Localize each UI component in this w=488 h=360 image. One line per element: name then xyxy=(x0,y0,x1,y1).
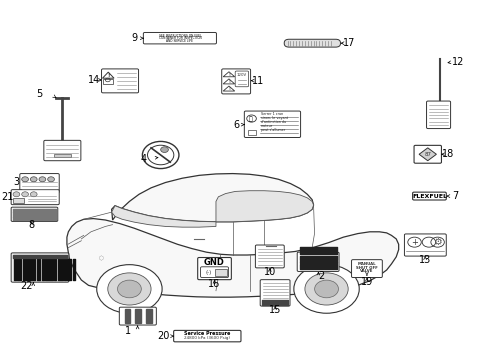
Circle shape xyxy=(314,280,338,298)
Bar xyxy=(54,154,71,157)
Text: !: ! xyxy=(227,80,229,84)
Text: 9: 9 xyxy=(131,33,137,43)
FancyBboxPatch shape xyxy=(235,71,248,87)
Circle shape xyxy=(21,177,28,182)
Text: 87: 87 xyxy=(424,152,430,157)
FancyBboxPatch shape xyxy=(44,140,81,161)
Text: sinon, le voyant: sinon, le voyant xyxy=(260,116,287,120)
FancyBboxPatch shape xyxy=(20,174,59,193)
Circle shape xyxy=(39,177,46,182)
Text: 18: 18 xyxy=(441,149,453,159)
Circle shape xyxy=(305,273,347,305)
FancyBboxPatch shape xyxy=(412,192,446,200)
FancyBboxPatch shape xyxy=(351,260,382,278)
Text: Serrer 1 cran: Serrer 1 cran xyxy=(260,112,283,116)
FancyBboxPatch shape xyxy=(297,252,338,271)
Text: 10: 10 xyxy=(263,267,275,277)
Bar xyxy=(215,269,226,276)
FancyBboxPatch shape xyxy=(11,190,59,204)
Text: moteur: moteur xyxy=(260,124,272,128)
Polygon shape xyxy=(111,174,313,222)
Bar xyxy=(13,198,23,203)
FancyBboxPatch shape xyxy=(173,330,241,342)
Text: 24800 kPa (3600 Psig): 24800 kPa (3600 Psig) xyxy=(184,336,230,340)
Text: 7: 7 xyxy=(451,191,457,201)
FancyBboxPatch shape xyxy=(260,280,289,306)
Text: 11: 11 xyxy=(251,76,264,86)
FancyBboxPatch shape xyxy=(413,145,441,163)
Polygon shape xyxy=(145,309,151,323)
FancyBboxPatch shape xyxy=(119,307,156,325)
Text: 120V: 120V xyxy=(236,73,246,77)
Text: 8: 8 xyxy=(29,220,35,230)
Circle shape xyxy=(48,177,54,182)
Text: (-): (-) xyxy=(205,270,211,275)
Circle shape xyxy=(21,192,28,197)
Text: d'antinotion du: d'antinotion du xyxy=(260,120,285,124)
Text: 14: 14 xyxy=(88,75,100,85)
Circle shape xyxy=(142,141,179,168)
Text: 15: 15 xyxy=(268,305,281,315)
Text: ⬡: ⬡ xyxy=(98,257,103,262)
Text: 5: 5 xyxy=(36,89,42,99)
Circle shape xyxy=(30,177,37,182)
Text: SEE INSTRUCTIONS ON FUEL: SEE INSTRUCTIONS ON FUEL xyxy=(158,34,201,38)
FancyBboxPatch shape xyxy=(255,245,284,268)
FancyBboxPatch shape xyxy=(404,234,446,256)
FancyBboxPatch shape xyxy=(284,39,340,47)
FancyBboxPatch shape xyxy=(197,257,231,280)
Text: MANUAL: MANUAL xyxy=(357,262,375,266)
Text: !: ! xyxy=(107,73,109,78)
Bar xyxy=(103,79,112,84)
Circle shape xyxy=(107,273,151,305)
Text: VALVE: VALVE xyxy=(360,269,373,274)
FancyBboxPatch shape xyxy=(143,32,216,44)
Text: 17: 17 xyxy=(342,38,355,48)
Text: 20: 20 xyxy=(157,331,169,341)
Text: ⛽: ⛽ xyxy=(249,116,252,122)
FancyBboxPatch shape xyxy=(221,69,250,94)
Text: 22: 22 xyxy=(20,281,32,291)
FancyBboxPatch shape xyxy=(11,253,69,282)
FancyBboxPatch shape xyxy=(426,101,449,129)
Text: AND SERVICE LIFE: AND SERVICE LIFE xyxy=(166,39,193,43)
FancyBboxPatch shape xyxy=(102,69,138,93)
Text: !: ! xyxy=(227,73,229,77)
Text: +: + xyxy=(410,238,417,247)
Text: 12: 12 xyxy=(451,57,463,67)
Text: ⚙: ⚙ xyxy=(432,237,441,247)
Text: GND: GND xyxy=(203,258,224,267)
Text: 2: 2 xyxy=(318,271,324,281)
Polygon shape xyxy=(418,148,435,161)
FancyBboxPatch shape xyxy=(11,207,58,221)
Text: peut s'allumer: peut s'allumer xyxy=(260,128,285,132)
Circle shape xyxy=(13,192,20,197)
Circle shape xyxy=(117,280,141,298)
Text: 4: 4 xyxy=(141,154,146,164)
Polygon shape xyxy=(135,309,141,323)
Polygon shape xyxy=(111,206,216,227)
Circle shape xyxy=(161,147,168,153)
Circle shape xyxy=(97,265,162,313)
Text: 19: 19 xyxy=(360,277,372,287)
FancyBboxPatch shape xyxy=(244,111,300,138)
Polygon shape xyxy=(216,191,313,222)
Polygon shape xyxy=(67,219,398,297)
FancyBboxPatch shape xyxy=(200,267,228,278)
Text: FLEXFUEL: FLEXFUEL xyxy=(411,194,446,199)
Circle shape xyxy=(293,265,359,313)
Text: Service Pressure: Service Pressure xyxy=(184,332,230,337)
Text: 13: 13 xyxy=(418,255,430,265)
Text: 16: 16 xyxy=(208,279,220,289)
Bar xyxy=(247,130,256,135)
Text: 1: 1 xyxy=(125,326,131,336)
Text: SHUT OFF: SHUT OFF xyxy=(355,266,377,270)
Polygon shape xyxy=(124,309,130,323)
Text: CONTAINER FOR INSPECTION: CONTAINER FOR INSPECTION xyxy=(158,36,201,40)
Text: 21: 21 xyxy=(1,192,14,202)
Text: 6: 6 xyxy=(233,120,239,130)
Text: 3: 3 xyxy=(13,177,20,187)
Text: !: ! xyxy=(227,87,229,91)
Circle shape xyxy=(30,192,37,197)
